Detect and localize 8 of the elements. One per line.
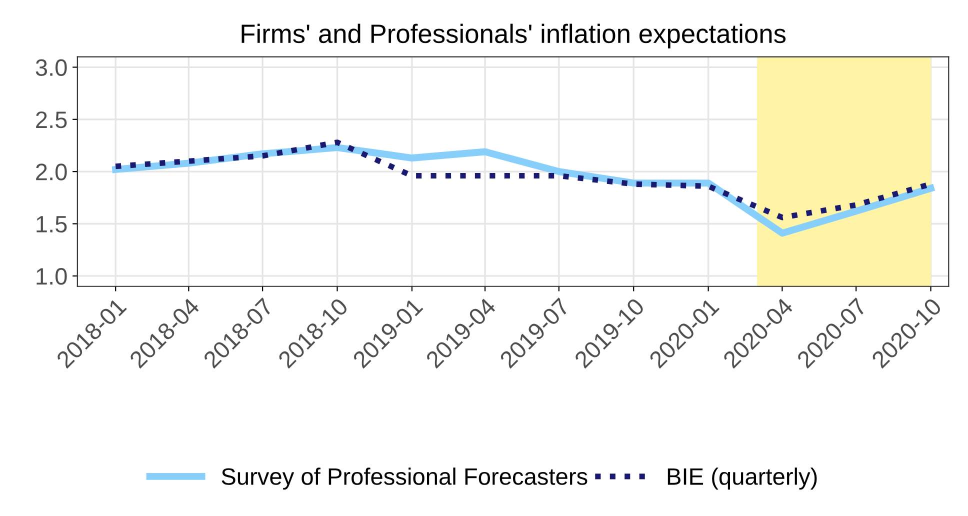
- y-tick-label: 3.0: [36, 59, 67, 76]
- chart-title: Firms' and Professionals' inflation expectations: [242, 24, 786, 48]
- legend-label: Survey of Professional Forecasters: [222, 468, 588, 490]
- legend-label: BIE (quarterly): [668, 468, 817, 490]
- y-tick-label: 2.0: [36, 164, 67, 180]
- y-tick-label: 1.0: [36, 268, 67, 285]
- y-tick-label: 2.5: [36, 111, 67, 128]
- y-tick-label: 1.5: [36, 216, 67, 233]
